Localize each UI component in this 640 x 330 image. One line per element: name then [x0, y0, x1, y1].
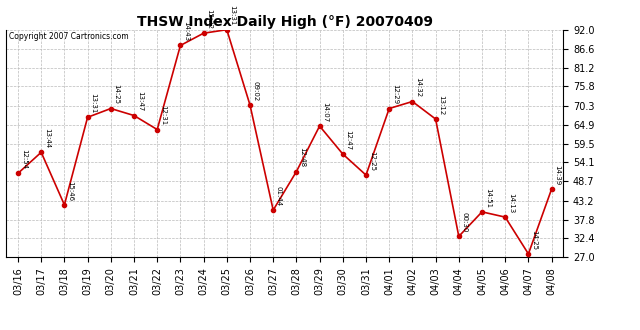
Text: 13:31: 13:31	[230, 5, 236, 25]
Text: 13:44: 13:44	[44, 128, 50, 148]
Text: 15:46: 15:46	[67, 181, 73, 201]
Text: 12:47: 12:47	[346, 130, 351, 150]
Text: 12:25: 12:25	[369, 151, 375, 171]
Text: Copyright 2007 Cartronics.com: Copyright 2007 Cartronics.com	[9, 32, 129, 41]
Text: 14:25: 14:25	[113, 84, 120, 104]
Text: 00:30: 00:30	[461, 212, 468, 232]
Text: 13:47: 13:47	[137, 91, 143, 111]
Text: 12:29: 12:29	[392, 84, 398, 104]
Text: 12:54: 12:54	[20, 149, 27, 169]
Text: 13:12: 13:12	[438, 95, 444, 115]
Text: 14:32: 14:32	[415, 77, 421, 97]
Text: 14:13: 14:13	[508, 193, 514, 213]
Text: 12:48: 12:48	[299, 147, 305, 167]
Text: 09:02: 09:02	[253, 81, 259, 101]
Text: 14:51: 14:51	[484, 187, 491, 208]
Text: 13:31: 13:31	[90, 93, 97, 113]
Text: 14:25: 14:25	[531, 230, 537, 250]
Text: 12:31: 12:31	[160, 105, 166, 125]
Text: 14:07: 14:07	[323, 102, 328, 122]
Text: 01:44: 01:44	[276, 186, 282, 206]
Text: 14:39: 14:39	[554, 165, 561, 185]
Text: 15:22: 15:22	[206, 9, 212, 29]
Title: THSW Index Daily High (°F) 20070409: THSW Index Daily High (°F) 20070409	[137, 15, 433, 28]
Text: 14:43: 14:43	[183, 21, 189, 41]
